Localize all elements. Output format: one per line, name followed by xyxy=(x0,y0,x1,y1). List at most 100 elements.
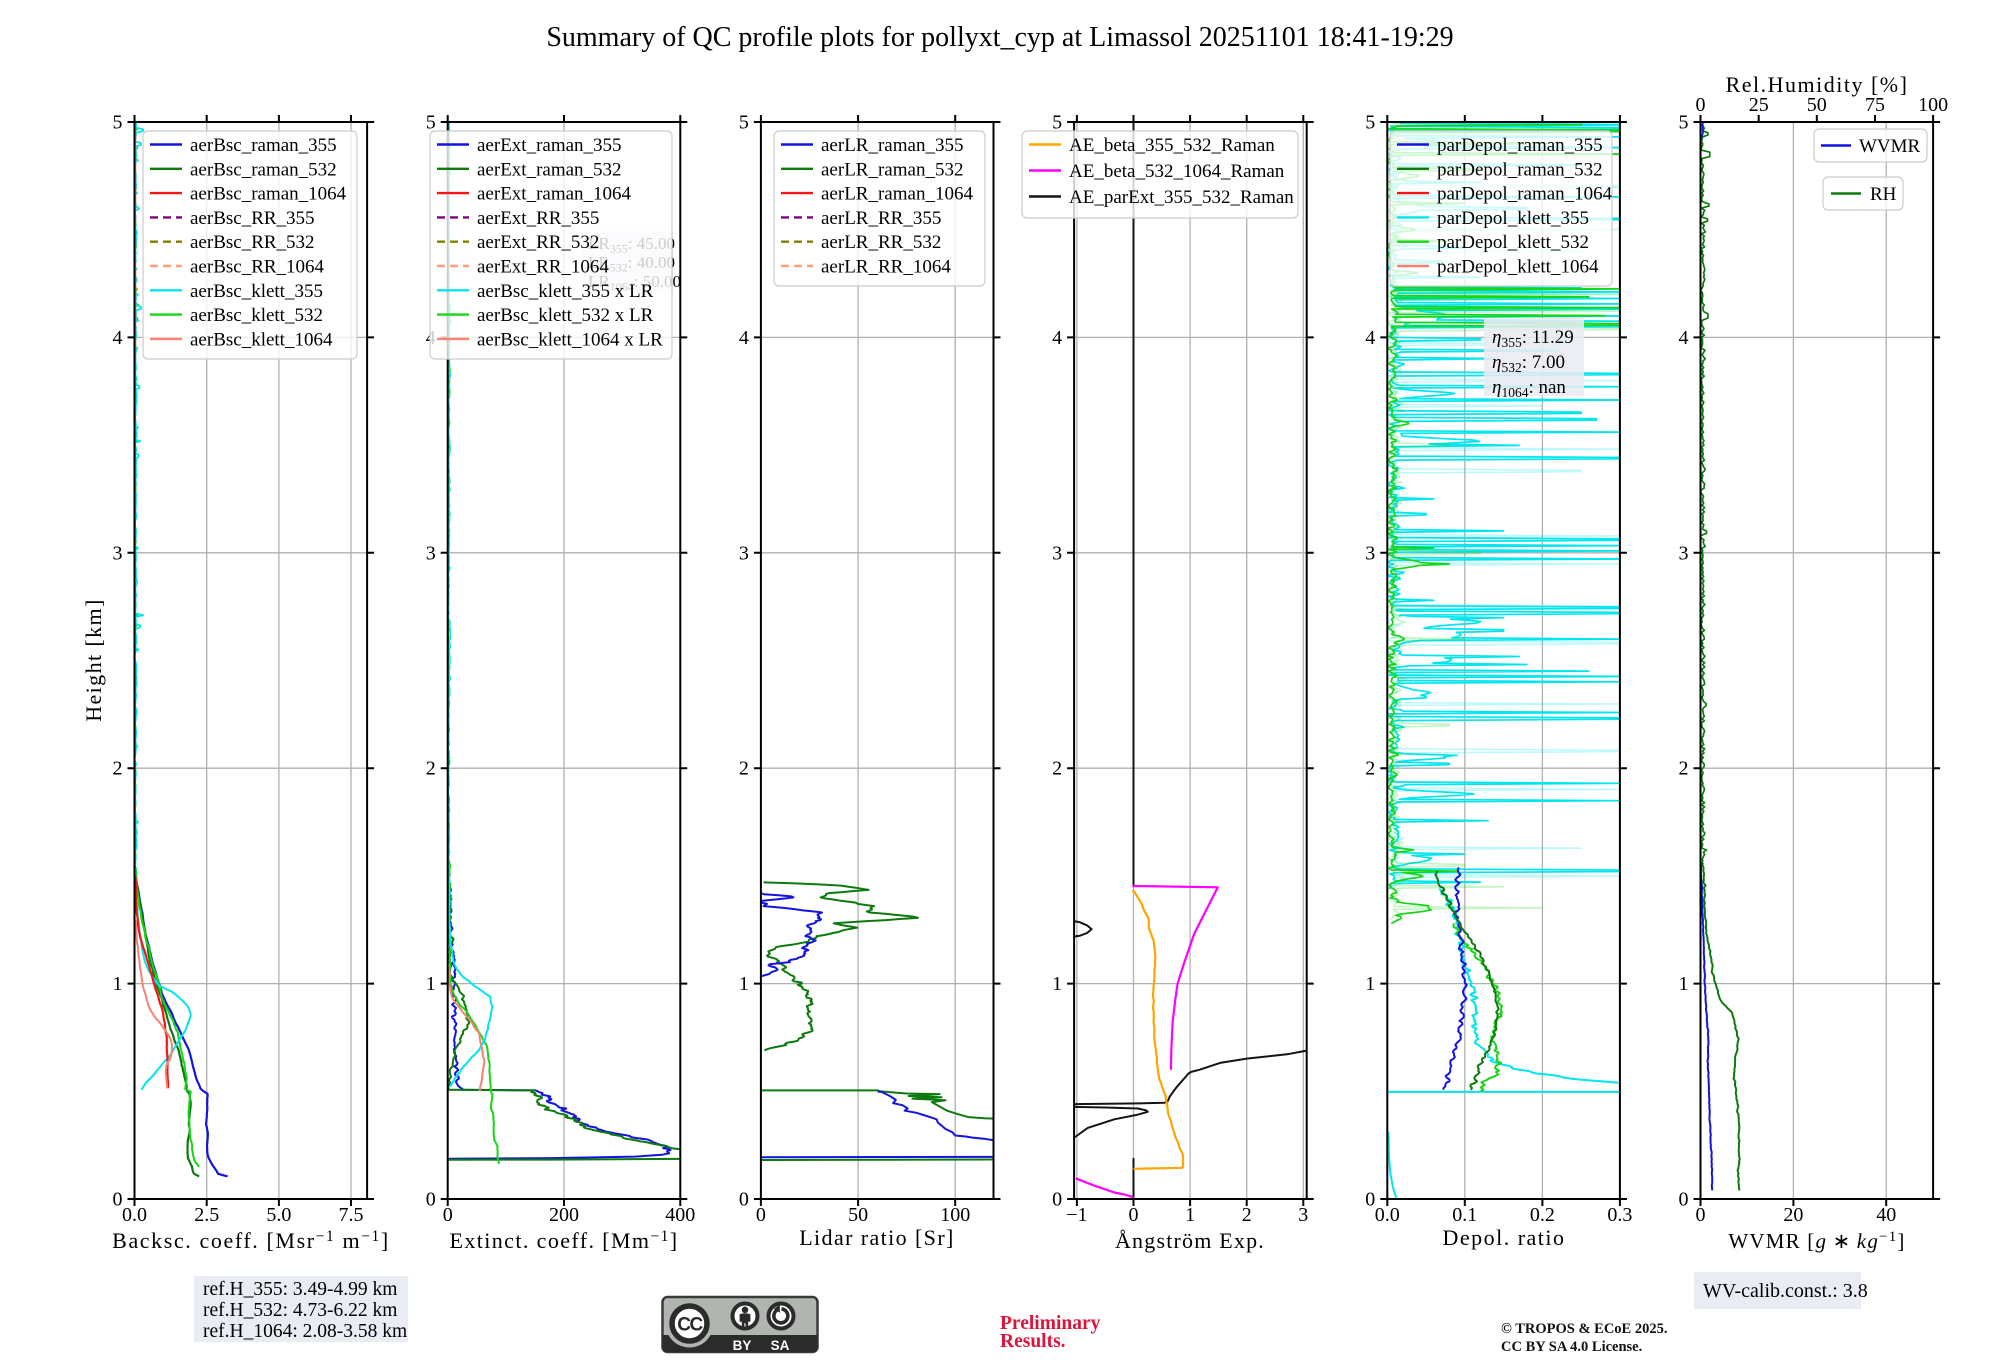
svg-text:0: 0 xyxy=(1129,1204,1139,1226)
svg-text:aerBsc_klett_1064 x LR: aerBsc_klett_1064 x LR xyxy=(477,329,663,350)
svg-text:50: 50 xyxy=(848,1204,868,1226)
svg-text:RH: RH xyxy=(1870,184,1897,205)
svg-text:parDepol_raman_532: parDepol_raman_532 xyxy=(1437,159,1603,180)
svg-text:ref.H_355: 3.49-4.99 km: ref.H_355: 3.49-4.99 km xyxy=(203,1279,397,1300)
svg-text:2: 2 xyxy=(1365,758,1375,780)
svg-text:Lidar ratio [Sr]: Lidar ratio [Sr] xyxy=(799,1225,955,1250)
svg-text:parDepol_klett_532: parDepol_klett_532 xyxy=(1437,232,1589,253)
svg-text:2: 2 xyxy=(1242,1204,1252,1226)
svg-text:3: 3 xyxy=(426,542,436,564)
svg-text:0: 0 xyxy=(1052,1189,1062,1211)
svg-text:Extinct. coeff. [Mm−1]: Extinct. coeff. [Mm−1] xyxy=(450,1228,679,1253)
svg-text:aerBsc_klett_355 x LR: aerBsc_klett_355 x LR xyxy=(477,281,654,302)
svg-text:aerBsc_klett_532: aerBsc_klett_532 xyxy=(190,305,323,326)
svg-text:AE_parExt_355_532_Raman: AE_parExt_355_532_Raman xyxy=(1069,187,1294,208)
svg-text:aerLR_RR_355: aerLR_RR_355 xyxy=(821,208,941,229)
svg-text:Rel.Humidity [%]: Rel.Humidity [%] xyxy=(1726,72,1909,97)
svg-text:ref.H_1064: 2.08-3.58 km: ref.H_1064: 2.08-3.58 km xyxy=(203,1321,407,1342)
svg-text:4: 4 xyxy=(113,327,123,349)
svg-text:2: 2 xyxy=(739,758,749,780)
svg-text:0: 0 xyxy=(1696,94,1706,116)
svg-text:Results.: Results. xyxy=(1000,1331,1066,1352)
svg-text:1: 1 xyxy=(1052,973,1062,995)
svg-text:25: 25 xyxy=(1749,94,1769,116)
svg-text:aerLR_raman_532: aerLR_raman_532 xyxy=(821,159,963,180)
svg-text:0.1: 0.1 xyxy=(1452,1204,1477,1226)
svg-text:20: 20 xyxy=(1783,1204,1803,1226)
svg-text:40: 40 xyxy=(1876,1204,1896,1226)
svg-text:400: 400 xyxy=(665,1204,695,1226)
svg-text:WV-calib.const.: 3.8: WV-calib.const.: 3.8 xyxy=(1703,1280,1868,1302)
svg-text:parDepol_klett_1064: parDepol_klett_1064 xyxy=(1437,257,1599,278)
svg-text:0: 0 xyxy=(1679,1189,1689,1211)
svg-text:0: 0 xyxy=(739,1189,749,1211)
svg-text:WVMR: WVMR xyxy=(1859,136,1921,157)
svg-text:1: 1 xyxy=(739,973,749,995)
svg-text:1: 1 xyxy=(1185,1204,1195,1226)
svg-text:aerLR_RR_532: aerLR_RR_532 xyxy=(821,232,941,253)
svg-text:aerExt_RR_532: aerExt_RR_532 xyxy=(477,232,599,253)
svg-text:0.3: 0.3 xyxy=(1607,1204,1632,1226)
svg-text:2: 2 xyxy=(426,758,436,780)
svg-text:ref.H_532: 4.73-6.22 km: ref.H_532: 4.73-6.22 km xyxy=(203,1300,397,1321)
svg-text:5.0: 5.0 xyxy=(266,1204,291,1226)
svg-text:100: 100 xyxy=(940,1204,970,1226)
svg-text:CC BY SA 4.0 License.: CC BY SA 4.0 License. xyxy=(1501,1339,1642,1355)
svg-text:η355: 11.29: η355: 11.29 xyxy=(1492,327,1574,350)
svg-text:1: 1 xyxy=(1365,973,1375,995)
svg-text:aerExt_RR_355: aerExt_RR_355 xyxy=(477,208,599,229)
svg-text:0: 0 xyxy=(426,1189,436,1211)
svg-text:75: 75 xyxy=(1865,94,1885,116)
svg-text:aerExt_raman_1064: aerExt_raman_1064 xyxy=(477,184,632,205)
svg-text:aerLR_RR_1064: aerLR_RR_1064 xyxy=(821,257,951,278)
svg-text:100: 100 xyxy=(1918,94,1948,116)
svg-text:BY: BY xyxy=(733,1338,752,1353)
svg-text:© TROPOS & ECoE 2025.: © TROPOS & ECoE 2025. xyxy=(1501,1321,1667,1337)
svg-text:Backsc. coeff. [Msr−1 m−1]: Backsc. coeff. [Msr−1 m−1] xyxy=(112,1228,390,1253)
svg-text:3: 3 xyxy=(113,542,123,564)
svg-text:3: 3 xyxy=(1052,542,1062,564)
svg-text:5: 5 xyxy=(426,112,436,134)
svg-text:aerBsc_klett_1064: aerBsc_klett_1064 xyxy=(190,329,333,350)
svg-text:aerBsc_raman_532: aerBsc_raman_532 xyxy=(190,159,337,180)
svg-text:Depol. ratio: Depol. ratio xyxy=(1442,1225,1565,1250)
svg-text:WVMR [g ∗ kg−1]: WVMR [g ∗ kg−1] xyxy=(1728,1229,1905,1253)
svg-text:parDepol_raman_355: parDepol_raman_355 xyxy=(1437,135,1603,156)
svg-text:AE_beta_532_1064_Raman: AE_beta_532_1064_Raman xyxy=(1069,161,1285,182)
svg-text:SA: SA xyxy=(771,1338,790,1353)
svg-text:2: 2 xyxy=(1052,758,1062,780)
svg-text:η532: 7.00: η532: 7.00 xyxy=(1492,352,1565,375)
svg-text:aerLR_raman_1064: aerLR_raman_1064 xyxy=(821,184,973,205)
svg-text:4: 4 xyxy=(1365,327,1375,349)
svg-text:−1: −1 xyxy=(1066,1204,1087,1226)
svg-text:aerBsc_klett_532 x LR: aerBsc_klett_532 x LR xyxy=(477,305,654,326)
svg-text:parDepol_raman_1064: parDepol_raman_1064 xyxy=(1437,184,1613,205)
svg-text:0: 0 xyxy=(1365,1189,1375,1211)
svg-text:aerBsc_RR_355: aerBsc_RR_355 xyxy=(190,208,315,229)
svg-text:4: 4 xyxy=(1679,327,1689,349)
svg-text:Summary of QC profile plots fo: Summary of QC profile plots for pollyxt_… xyxy=(546,22,1453,53)
svg-text:0.2: 0.2 xyxy=(1530,1204,1555,1226)
svg-text:0: 0 xyxy=(756,1204,766,1226)
svg-text:aerBsc_raman_355: aerBsc_raman_355 xyxy=(190,135,337,156)
svg-text:1: 1 xyxy=(426,973,436,995)
svg-text:Preliminary: Preliminary xyxy=(1000,1313,1101,1334)
svg-text:0: 0 xyxy=(1696,1204,1706,1226)
svg-text:3: 3 xyxy=(1679,542,1689,564)
svg-text:aerLR_raman_355: aerLR_raman_355 xyxy=(821,135,963,156)
svg-text:3: 3 xyxy=(1365,542,1375,564)
svg-text:4: 4 xyxy=(1052,327,1062,349)
svg-text:1: 1 xyxy=(113,973,123,995)
svg-text:0.0: 0.0 xyxy=(122,1204,147,1226)
svg-text:Ångström Exp.: Ångström Exp. xyxy=(1115,1228,1265,1253)
svg-text:5: 5 xyxy=(1052,112,1062,134)
svg-text:AE_beta_355_532_Raman: AE_beta_355_532_Raman xyxy=(1069,135,1275,156)
svg-text:aerBsc_RR_532: aerBsc_RR_532 xyxy=(190,232,315,253)
svg-text:200: 200 xyxy=(549,1204,579,1226)
svg-text:0.0: 0.0 xyxy=(1375,1204,1400,1226)
svg-text:5: 5 xyxy=(739,112,749,134)
svg-text:η1064: nan: η1064: nan xyxy=(1492,377,1566,400)
svg-text:aerExt_raman_532: aerExt_raman_532 xyxy=(477,159,622,180)
svg-text:7.5: 7.5 xyxy=(339,1204,364,1226)
svg-text:3: 3 xyxy=(1298,1204,1308,1226)
